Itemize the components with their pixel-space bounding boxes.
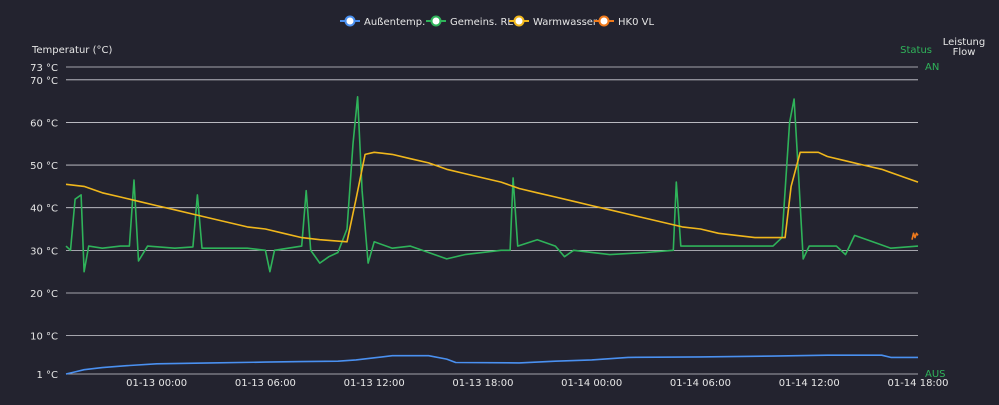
y-axis-title: Temperatur (°C) [31,45,112,56]
legend[interactable]: Außentemp. Gemeins. RL Warmwasser HK0 VL [340,15,654,29]
series-line-au-entemp- [65,354,918,375]
x-tick-label: 01-13 12:00 [344,378,405,389]
grid-lines [66,66,918,375]
x-tick-label: 01-13 18:00 [452,378,513,389]
right-tick-aus: AUS [925,369,946,380]
x-tick-label: 01-14 00:00 [561,378,622,389]
y-tick-label: 70 °C [30,76,58,87]
legend-marker-icon [430,15,442,27]
y-tick-label: 40 °C [30,204,58,215]
y-tick-label: 20 °C [30,289,58,300]
legend-label: HK0 VL [618,17,654,28]
right-tick-an: AN [925,62,939,73]
legend-label: Gemeins. RL [450,17,513,28]
legend-marker-icon [598,15,610,27]
legend-marker-icon [344,15,356,27]
x-tick-label: 01-14 18:00 [887,378,948,389]
x-tick-label: 01-14 06:00 [670,378,731,389]
legend-label: Warmwasser [533,17,598,28]
y-tick-label: 60 °C [30,118,58,129]
legend-item-2[interactable]: Warmwasser [509,15,598,29]
series-line-warmwasser [65,151,919,243]
legend-label: Außentemp. [364,17,425,28]
y-tick-label: 50 °C [30,161,58,172]
series-line-gemeins-rl [65,96,919,273]
series-line-hk0-vl [911,232,919,240]
x-axis-ticks: 01-13 00:00 01-13 06:00 01-13 12:00 01-13 1… [126,378,948,389]
y-tick-label: 73 °C [30,63,58,74]
legend-item-0[interactable]: Außentemp. [340,15,425,29]
y-tick-label: 1 °C [36,370,58,381]
x-tick-label: 01-13 06:00 [235,378,296,389]
legend-marker-icon [513,15,525,27]
right-axis-title-leistung: Leistung [943,37,985,48]
legend-item-3[interactable]: HK0 VL [594,15,654,29]
series-lines [65,96,919,375]
y-tick-label: 10 °C [30,332,58,343]
x-tick-label: 01-13 00:00 [126,378,187,389]
y-tick-label: 30 °C [30,246,58,257]
y-axis-ticks: 73 °C 70 °C 60 °C 50 °C 40 °C 30 °C 20 °C 10 °C… [30,63,58,381]
right-axis-title-flow: Flow [953,47,976,58]
x-tick-label: 01-14 12:00 [779,378,840,389]
right-axis-title-status: Status [900,45,932,56]
legend-item-1[interactable]: Gemeins. RL [426,15,513,29]
